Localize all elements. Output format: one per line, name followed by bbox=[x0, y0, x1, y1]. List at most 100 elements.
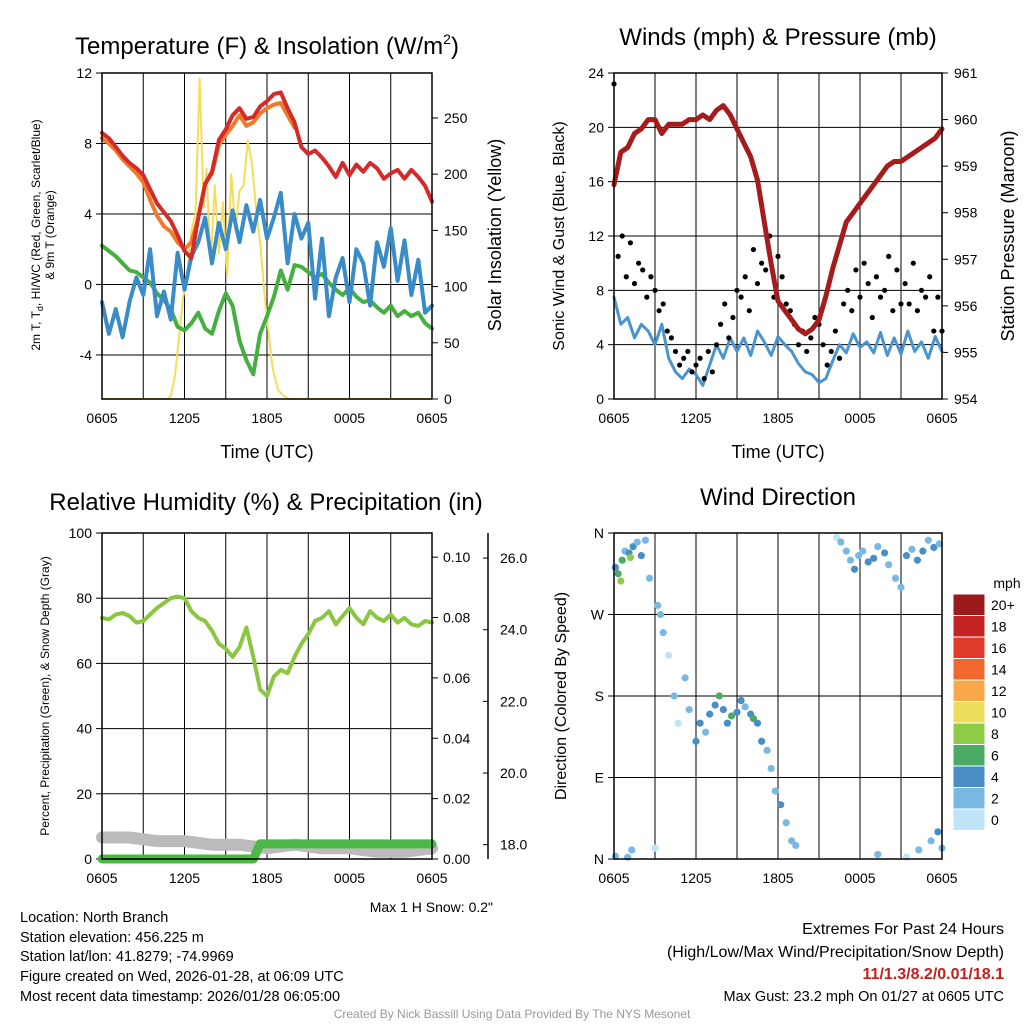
gust-point bbox=[746, 308, 752, 314]
temp-title-main: Temperature (F) & Insolation (W/m bbox=[75, 33, 443, 60]
snow-axis: 18.0 20.0 22.0 24.0 26.0 bbox=[483, 533, 527, 859]
direction-point bbox=[626, 553, 635, 562]
direction-point bbox=[870, 554, 878, 562]
colorbar-label: 4 bbox=[991, 769, 999, 785]
wind-series-station-pressure bbox=[611, 103, 945, 337]
direction-point bbox=[706, 710, 714, 718]
y2-tick-label: 100 bbox=[444, 279, 468, 295]
y2-tick-label: 955 bbox=[954, 344, 978, 360]
gust-point bbox=[660, 301, 666, 307]
wind-ylabel-right: Station Pressure (Maroon) bbox=[998, 130, 1018, 341]
colorbar-label: 10 bbox=[991, 705, 1007, 721]
y-tick-label: 0 bbox=[596, 391, 604, 407]
y-tick-label: N bbox=[594, 525, 604, 541]
direction-point bbox=[915, 846, 923, 854]
y2-tick-label: 0.04 bbox=[443, 730, 470, 746]
gust-point bbox=[804, 348, 810, 355]
gust-point bbox=[841, 301, 847, 307]
y2-tick-label: 959 bbox=[954, 158, 978, 174]
colorbar-swatch bbox=[952, 701, 986, 724]
direction-point bbox=[842, 547, 850, 555]
colorbar-label: 16 bbox=[991, 640, 1007, 656]
gust-point bbox=[709, 369, 716, 375]
colorbar-label: 8 bbox=[991, 726, 999, 742]
temp-ylabel-left-2: & 9m T (Orange) bbox=[43, 190, 57, 280]
direction-point bbox=[692, 737, 700, 745]
direction-point bbox=[741, 703, 749, 711]
gust-point bbox=[931, 328, 937, 334]
y2-tick-label: 961 bbox=[954, 65, 978, 81]
gust-point bbox=[914, 308, 921, 314]
y2-tick-label: 0.10 bbox=[443, 549, 470, 565]
direction-point bbox=[614, 570, 622, 578]
temp-xlabel: Time (UTC) bbox=[220, 442, 313, 462]
x-tick-label: 0605 bbox=[86, 410, 117, 426]
gust-point bbox=[877, 294, 884, 300]
y2-tick-label: 956 bbox=[954, 298, 978, 314]
extremes-sub: (High/Low/Max Wind/Precipitation/Snow De… bbox=[667, 944, 1004, 961]
direction-point bbox=[859, 547, 867, 555]
panel-2-grid: 0605 1205 1805 0005 0605 bbox=[598, 73, 958, 426]
temp-right-axis: 0 50 100 150 200 250 bbox=[432, 110, 468, 407]
y-tick-label: 0 bbox=[84, 851, 92, 867]
gust-point bbox=[775, 253, 781, 259]
precip-axis: 0.00 0.02 0.04 0.06 0.08 0.10 bbox=[432, 549, 470, 867]
gust-point bbox=[668, 335, 675, 341]
direction-point bbox=[902, 552, 911, 560]
colorbar-swatch bbox=[952, 808, 986, 831]
gust-point bbox=[672, 348, 679, 355]
gust-point bbox=[677, 362, 683, 368]
footer-recent: Most recent data timestamp: 2026/01/28 0… bbox=[20, 989, 340, 1005]
x-tick-label: 0005 bbox=[334, 410, 365, 426]
colorbar-label: 14 bbox=[991, 662, 1007, 678]
direction-point bbox=[651, 844, 659, 852]
rh-ylabel-left: Percent, Precipitation (Green), & Snow D… bbox=[38, 556, 52, 835]
gust-point bbox=[779, 274, 785, 280]
y3-tick-label: 20.0 bbox=[500, 765, 527, 781]
x-tick-label: 1805 bbox=[251, 870, 282, 886]
colorbar-swatch bbox=[952, 744, 986, 767]
direction-point bbox=[885, 561, 893, 569]
gust-point bbox=[820, 342, 826, 348]
direction-point bbox=[617, 577, 625, 585]
y2-tick-label: 0.06 bbox=[443, 670, 470, 686]
gust-point bbox=[754, 280, 761, 287]
speed-colorbar: 20+ 18 16 14 12 10 8 6 4 2 0 bbox=[952, 593, 1015, 831]
y2-tick-label: 250 bbox=[444, 110, 468, 126]
gust-point bbox=[873, 274, 880, 280]
gust-point bbox=[832, 328, 839, 334]
gust-point bbox=[898, 301, 904, 307]
gust-point bbox=[734, 287, 740, 293]
y2-tick-label: 957 bbox=[954, 251, 978, 267]
gust-point bbox=[631, 280, 638, 287]
dir-ygrid: N E S W N bbox=[591, 525, 942, 867]
colorbar-label: 2 bbox=[991, 791, 999, 807]
gust-point bbox=[718, 321, 724, 327]
gust-point bbox=[853, 267, 859, 273]
direction-point bbox=[656, 610, 665, 619]
x-tick-label: 0605 bbox=[416, 870, 447, 886]
gust-point bbox=[652, 287, 658, 293]
direction-point bbox=[674, 719, 682, 727]
x-tick-label: 0005 bbox=[844, 410, 875, 426]
footer-credit: Created By Nick Bassill Using Data Provi… bbox=[334, 1007, 691, 1021]
gust-point bbox=[685, 348, 691, 355]
gust-point bbox=[627, 240, 634, 246]
max-gust: Max Gust: 23.2 mph On 01/27 at 0605 UTC bbox=[724, 989, 1004, 1005]
direction-point bbox=[723, 719, 732, 727]
temp-title: Temperature (F) & Insolation (W/m2) bbox=[75, 31, 459, 60]
gust-point bbox=[828, 348, 834, 355]
temp-series-wind-chill bbox=[100, 190, 434, 340]
direction-point bbox=[763, 746, 771, 754]
direction-point bbox=[767, 764, 775, 773]
gust-point bbox=[738, 294, 744, 300]
y-tick-label: 8 bbox=[596, 282, 604, 298]
temp-ylabel-left-sub: d bbox=[35, 306, 45, 311]
x-tick-label: 0605 bbox=[926, 410, 957, 426]
gust-point bbox=[726, 335, 732, 341]
y-tick-label: -4 bbox=[80, 347, 93, 363]
dir-ylabel-left: Direction (Colored By Speed) bbox=[553, 592, 570, 800]
direction-point bbox=[850, 565, 859, 573]
x-tick-label: 1805 bbox=[762, 410, 793, 426]
temp-series-2m-t bbox=[100, 90, 434, 260]
